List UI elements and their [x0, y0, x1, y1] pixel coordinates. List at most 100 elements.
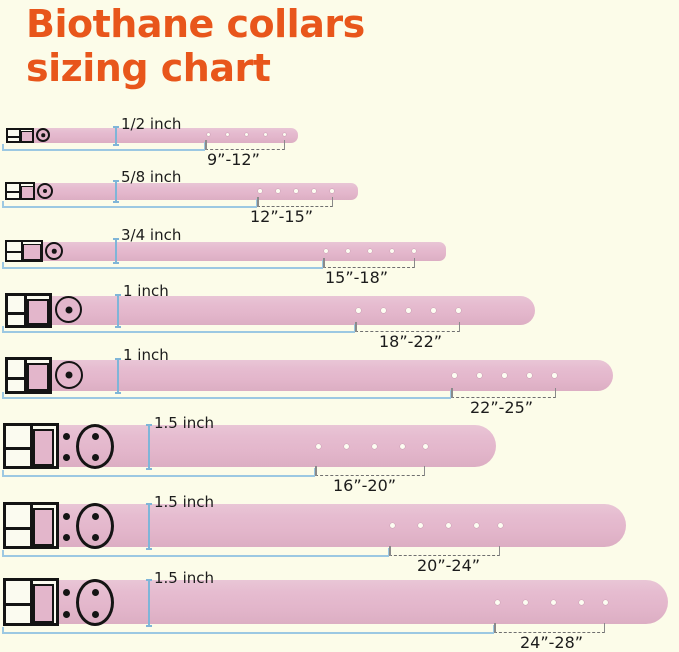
buckle-icon: [3, 578, 59, 626]
width-indicator: [113, 180, 119, 203]
adjustment-hole: [477, 373, 482, 378]
width-label: 5/8 inch: [121, 168, 182, 186]
adjustment-hole: [346, 249, 350, 253]
collar-strap: [18, 242, 446, 261]
adjustment-hole: [390, 249, 394, 253]
adjustment-hole: [418, 523, 423, 528]
buckle-icon: [5, 240, 43, 262]
adjustment-hole: [381, 308, 386, 313]
adjustment-hole: [390, 523, 395, 528]
adjustment-hole: [423, 444, 428, 449]
collar-row-4: 1 inch 18”-22”: [0, 283, 679, 351]
width-indicator: [146, 503, 152, 550]
rivet-icon: [63, 534, 70, 541]
width-label: 1.5 inch: [154, 569, 215, 587]
collar-strap: [18, 580, 668, 624]
adjustment-range-span: [323, 258, 415, 268]
adjustment-hole: [226, 133, 229, 136]
width-label: 1 inch: [123, 346, 169, 364]
range-label: 18”-22”: [379, 332, 443, 351]
buckle-icon: [6, 128, 34, 143]
length-baseline: [2, 391, 451, 399]
range-label: 22”-25”: [470, 398, 534, 417]
adjustment-hole: [344, 444, 349, 449]
buckle-icon: [5, 293, 52, 328]
adjustment-hole: [356, 308, 361, 313]
rivet-icon: [63, 454, 70, 461]
adjustment-hole: [368, 249, 372, 253]
adjustment-hole: [406, 308, 411, 313]
adjustment-hole: [245, 133, 248, 136]
adjustment-hole: [316, 444, 321, 449]
width-indicator: [113, 238, 119, 264]
adjustment-hole: [579, 600, 584, 605]
collar-strap: [24, 296, 535, 325]
adjustment-range-span: [451, 388, 556, 398]
range-label: 12”-15”: [250, 207, 314, 226]
width-label: 1.5 inch: [154, 493, 215, 511]
adjustment-hole: [330, 189, 334, 193]
d-ring-icon: [45, 242, 63, 260]
adjustment-hole: [431, 308, 436, 313]
adjustment-hole: [312, 189, 316, 193]
adjustment-hole: [502, 373, 507, 378]
width-label: 1/2 inch: [121, 115, 182, 133]
title-line-1: Biothane collars: [26, 2, 365, 46]
range-label: 24”-28”: [520, 633, 584, 652]
collar-row-5: 1 inch 22”-25”: [0, 347, 679, 417]
range-label: 15”-18”: [325, 268, 389, 287]
title-line-2: sizing chart: [26, 46, 271, 90]
width-indicator: [113, 126, 119, 146]
buckle-icon: [5, 357, 52, 394]
length-baseline: [2, 626, 494, 634]
adjustment-hole: [400, 444, 405, 449]
collar-row-8: 1.5 inch 24”-28”: [0, 569, 679, 652]
buckle-icon: [3, 423, 59, 469]
adjustment-hole: [283, 133, 286, 136]
collar-strap: [24, 360, 613, 391]
adjustment-hole: [495, 600, 500, 605]
collar-strap: [16, 128, 298, 143]
d-ring-icon: [55, 361, 83, 389]
adjustment-hole: [523, 600, 528, 605]
collar-row-3: 3/4 inch 15”-18”: [0, 227, 679, 287]
length-baseline: [2, 549, 389, 557]
width-label: 1 inch: [123, 282, 169, 300]
adjustment-hole: [551, 600, 556, 605]
adjustment-hole: [372, 444, 377, 449]
range-label: 9”-12”: [207, 150, 260, 169]
rivet-icon: [63, 589, 70, 596]
adjustment-hole: [603, 600, 608, 605]
collar-row-2: 5/8 inch 12”-15”: [0, 169, 679, 226]
width-label: 1.5 inch: [154, 414, 215, 432]
adjustment-range-span: [205, 140, 285, 150]
adjustment-hole: [412, 249, 416, 253]
length-baseline: [2, 200, 257, 208]
adjustment-hole: [474, 523, 479, 528]
adjustment-range-span: [389, 546, 500, 556]
length-baseline: [2, 261, 323, 269]
collar-row-7: 1.5 inch 20”-24”: [0, 493, 679, 575]
collar-row-6: 1.5 inch 16”-20”: [0, 414, 679, 495]
width-label: 3/4 inch: [121, 226, 182, 244]
length-baseline: [2, 143, 205, 151]
d-ring-icon: [76, 503, 114, 549]
collar-strap: [16, 183, 358, 200]
rivet-icon: [63, 513, 70, 520]
buckle-icon: [5, 182, 35, 200]
width-indicator: [115, 294, 121, 328]
width-indicator: [115, 358, 121, 394]
length-baseline: [2, 469, 315, 477]
adjustment-range-span: [355, 322, 460, 332]
adjustment-hole: [324, 249, 328, 253]
range-label: 16”-20”: [333, 476, 397, 495]
length-baseline: [2, 325, 355, 333]
range-label: 20”-24”: [417, 556, 481, 575]
adjustment-hole: [207, 133, 210, 136]
adjustment-hole: [446, 523, 451, 528]
width-indicator: [146, 579, 152, 627]
d-ring-icon: [37, 183, 53, 199]
collar-strap: [18, 504, 626, 547]
adjustment-range-span: [257, 197, 333, 207]
adjustment-hole: [498, 523, 503, 528]
